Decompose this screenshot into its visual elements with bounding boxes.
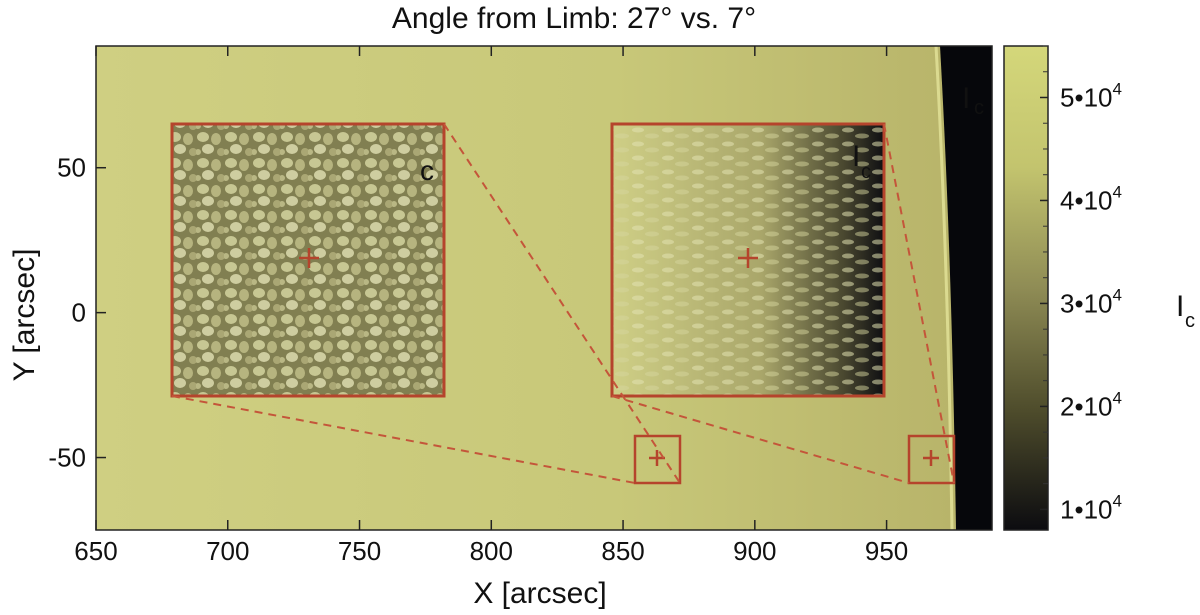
- limb-label-sub: c: [974, 97, 984, 119]
- inset-27-deg: c: [170, 122, 446, 398]
- limb-intensity-label: I c: [962, 82, 984, 119]
- inset-7-label-sub: c: [861, 161, 871, 183]
- colorbar-tick-label: 4•104: [1060, 182, 1122, 215]
- x-tick-label: 850: [601, 536, 644, 566]
- inset-7-center-marker: [738, 248, 758, 268]
- plot-frame: [95, 45, 993, 531]
- x-tick-label: 900: [733, 536, 776, 566]
- inset-7-label-main: I: [852, 140, 860, 173]
- inset-7-frame: [610, 122, 886, 398]
- colorbar-label: I c: [1176, 290, 1195, 332]
- x-axis-title: X [arcsec]: [473, 577, 606, 610]
- y-axis-title: Y [arcsec]: [8, 249, 41, 382]
- colorbar-tick-exponent: 4: [1112, 182, 1121, 201]
- colorbar-tick-exponent: 4: [1112, 79, 1121, 98]
- colorbar-tick-mantissa: 5•10: [1060, 82, 1112, 112]
- colorbar-tick-label: 3•104: [1060, 285, 1122, 318]
- y-tick-label: 0: [72, 298, 86, 328]
- limb-edge: [934, 46, 954, 530]
- colorbar-label-main: I: [1176, 290, 1184, 323]
- limb-label-main: I: [962, 82, 970, 115]
- colorbar-tick-label: 5•104: [1060, 79, 1122, 112]
- colorbar-tick-exponent: 4: [1112, 388, 1121, 407]
- colorbar-tick-exponent: 4: [1112, 491, 1121, 510]
- x-tick-label: 950: [865, 536, 908, 566]
- inset-27-label: c: [420, 155, 434, 186]
- target-box-7: [907, 434, 956, 485]
- inset-7-deg: I c: [610, 122, 886, 398]
- x-axis-ticks: 650 700 750 800 850 900 950: [74, 46, 908, 566]
- y-axis-ticks: 50 0 -50: [48, 153, 106, 473]
- figure-title: Angle from Limb: 27° vs. 7°: [392, 2, 756, 35]
- colorbar-gradient: [1003, 45, 1049, 531]
- x-tick-label: 750: [338, 536, 381, 566]
- x-tick-label: 650: [74, 536, 117, 566]
- y-tick-label: 50: [57, 153, 86, 183]
- colorbar-label-sub: c: [1185, 310, 1195, 332]
- colorbar-tick-mantissa: 4•10: [1060, 185, 1112, 215]
- inset-27-frame: [170, 122, 446, 398]
- inset-27-center-marker: [299, 248, 319, 268]
- y-tick-label: -50: [48, 443, 86, 473]
- colorbar-tick-label: 2•104: [1060, 388, 1122, 421]
- inset-connectors: [171, 123, 955, 484]
- colorbar-tick-label: 1•104: [1060, 491, 1122, 524]
- colorbar-tick-exponent: 4: [1112, 285, 1121, 304]
- colorbar-tick-mantissa: 3•10: [1060, 288, 1112, 318]
- x-tick-label: 700: [206, 536, 249, 566]
- target-box-27: [633, 434, 682, 485]
- x-tick-label: 800: [470, 536, 513, 566]
- colorbar-tick-mantissa: 2•10: [1060, 391, 1112, 421]
- colorbar-tick-mantissa: 1•10: [1060, 494, 1112, 524]
